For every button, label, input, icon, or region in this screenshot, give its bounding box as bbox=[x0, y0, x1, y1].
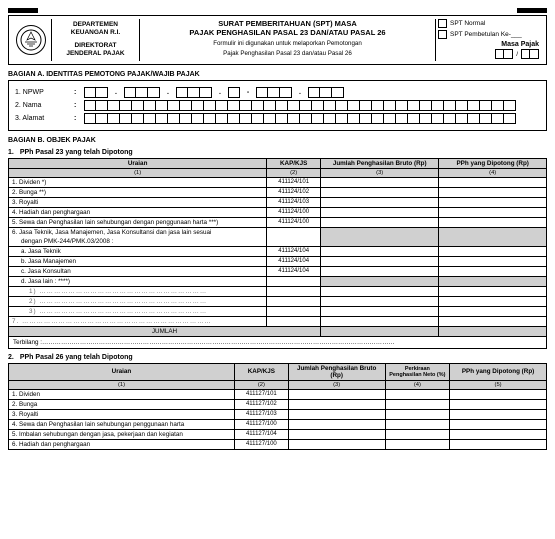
options-cell: SPT Normal SPT Pembetulan Ke-___ Masa Pa… bbox=[436, 19, 541, 61]
t1-c1: (1) bbox=[9, 168, 267, 177]
sub-b1-txt: PPh Pasal 23 yang telah Dipotong bbox=[20, 149, 133, 156]
npwp-g4[interactable] bbox=[228, 87, 240, 98]
npwp-g1[interactable] bbox=[84, 87, 108, 98]
colon: : bbox=[74, 89, 80, 96]
t1-c3: (3) bbox=[321, 168, 439, 177]
table-pph23: Uraian KAP/KJS Jumlah Penghasilan Bruto … bbox=[8, 158, 547, 337]
table-row: 2. Bunga **)411124/102 bbox=[9, 187, 547, 197]
table-row: 4. Hadiah dan penghargaan411124/100 bbox=[9, 207, 547, 217]
t1-h1: Uraian bbox=[9, 158, 267, 168]
nama-row: 2. Nama : bbox=[15, 100, 540, 111]
table-row: 5. Sewa dan Penghasilan lain sehubungan … bbox=[9, 217, 547, 227]
t1-h2: KAP/KJS bbox=[267, 158, 321, 168]
masa-year[interactable] bbox=[521, 49, 539, 59]
t1-c2: (2) bbox=[267, 168, 321, 177]
npwp-g2[interactable] bbox=[124, 87, 160, 98]
masa-boxes: / bbox=[438, 49, 539, 59]
t2-h2: KAP/KJS bbox=[234, 363, 288, 380]
t2-h1: Uraian bbox=[9, 363, 235, 380]
sub-b2: 2. PPh Pasal 26 yang telah Dipotong bbox=[8, 354, 547, 361]
terbilang[interactable]: Terbilang :……………………………………………………………………………… bbox=[8, 337, 547, 349]
section-b-title: BAGIAN B. OBJEK PAJAK bbox=[8, 137, 547, 144]
opt-normal-row: SPT Normal bbox=[438, 19, 539, 28]
section-a-title: BAGIAN A. IDENTITAS PEMOTONG PAJAK/WAJIB… bbox=[8, 71, 547, 78]
checkbox-normal[interactable] bbox=[438, 19, 447, 28]
table-row: 2) …………………………………………………………… bbox=[9, 296, 547, 306]
npwp-g6[interactable] bbox=[308, 87, 344, 98]
t1-h3: Jumlah Penghasilan Bruto (Rp) bbox=[321, 158, 439, 168]
t1-h4: PPh yang Dipotong (Rp) bbox=[439, 158, 547, 168]
npwp-row: 1. NPWP : . . . - . bbox=[15, 87, 540, 98]
opt-pembetulan-label: SPT Pembetulan Ke-___ bbox=[450, 31, 522, 38]
sub-b1-num: 1. bbox=[8, 149, 14, 156]
corner-bar-left bbox=[8, 8, 38, 13]
dept-line3: DIREKTORAT bbox=[56, 42, 135, 50]
table-row: 1. Dividen *)411124/101 bbox=[9, 177, 547, 187]
table-pph26: Uraian KAP/KJS Jumlah Penghasilan Bruto … bbox=[8, 363, 547, 450]
garuda-logo-icon bbox=[16, 25, 46, 55]
table-row: (1) (2) (3) (4) bbox=[9, 168, 547, 177]
jumlah-label: JUMLAH bbox=[9, 326, 321, 336]
table-row: 6. Jasa Teknik, Jasa Manajemen, Jasa Kon… bbox=[9, 227, 547, 237]
table-row: 5. Imbalan sehubungan dengan jasa, peker… bbox=[9, 429, 547, 439]
nama-cells[interactable] bbox=[84, 100, 516, 111]
sub-b2-num: 2. bbox=[8, 354, 14, 361]
t2-h3: Jumlah Penghasilan Bruto (Rp) bbox=[288, 363, 385, 380]
table-row: 7. …………………………………………………………………… bbox=[9, 316, 547, 326]
alamat-row: 3. Alamat : bbox=[15, 113, 540, 124]
table-row: c. Jasa Konsultan411124/104 bbox=[9, 266, 547, 276]
npwp-label: 1. NPWP bbox=[15, 89, 70, 96]
table-row: (1) (2) (3) (4) (5) bbox=[9, 380, 547, 389]
table-row: 4. Sewa dan Penghasilan lain sehubungan … bbox=[9, 419, 547, 429]
t2-h4: Perkiraan Penghasilan Neto (%) bbox=[385, 363, 450, 380]
nama-label: 2. Nama bbox=[15, 102, 70, 109]
table-row: Uraian KAP/KJS Jumlah Penghasilan Bruto … bbox=[9, 363, 547, 380]
opt-normal-label: SPT Normal bbox=[450, 20, 485, 27]
opt-pembetulan-row: SPT Pembetulan Ke-___ bbox=[438, 30, 539, 39]
table-row: 1. Dividen411127/101 bbox=[9, 389, 547, 399]
masa-pajak-label: Masa Pajak bbox=[438, 41, 539, 48]
table-row: 3) …………………………………………………………… bbox=[9, 306, 547, 316]
table-row: b. Jasa Manajemen411124/104 bbox=[9, 256, 547, 266]
corner-bars bbox=[8, 8, 547, 13]
masa-month[interactable] bbox=[495, 49, 513, 59]
dept-line1: DEPARTEMEN bbox=[56, 21, 135, 29]
title-cell: SURAT PEMBERITAHUAN (SPT) MASA PAJAK PEN… bbox=[140, 19, 436, 61]
table-row: 2. Bunga411127/102 bbox=[9, 399, 547, 409]
jumlah-row: JUMLAH bbox=[9, 326, 547, 336]
table-row: 1) …………………………………………………………… bbox=[9, 286, 547, 296]
t1-c4: (4) bbox=[439, 168, 547, 177]
sub-b1: 1. PPh Pasal 23 yang telah Dipotong bbox=[8, 149, 547, 156]
masa-slash: / bbox=[516, 51, 518, 58]
alamat-cells[interactable] bbox=[84, 113, 516, 124]
dept-line4: JENDERAL PAJAK bbox=[56, 50, 135, 58]
table-row: 3. Royalti411124/103 bbox=[9, 197, 547, 207]
t2-h5: PPh yang Dipotong (Rp) bbox=[450, 363, 547, 380]
table-row: d. Jasa lain : ****) bbox=[9, 276, 547, 286]
subtitle1: Formulir ini digunakan untuk melaporkan … bbox=[144, 40, 431, 47]
dept-line2: KEUANGAN R.I. bbox=[56, 29, 135, 37]
table-row: 3. Royalti411127/103 bbox=[9, 409, 547, 419]
sub-b2-txt: PPh Pasal 26 yang telah Dipotong bbox=[20, 354, 133, 361]
alamat-label: 3. Alamat bbox=[15, 115, 70, 122]
checkbox-pembetulan[interactable] bbox=[438, 30, 447, 39]
dept-cell: DEPARTEMEN KEUANGAN R.I. DIREKTORAT JEND… bbox=[52, 19, 140, 61]
corner-bar-right bbox=[517, 8, 547, 13]
title-line1: SURAT PEMBERITAHUAN (SPT) MASA bbox=[144, 19, 431, 28]
table-row: 6. Hadiah dan penghargaan411127/100 bbox=[9, 439, 547, 449]
title-line2: PAJAK PENGHASILAN PASAL 23 DAN/ATAU PASA… bbox=[144, 28, 431, 37]
npwp-g5[interactable] bbox=[256, 87, 292, 98]
table-row: a. Jasa Teknik411124/104 bbox=[9, 246, 547, 256]
section-a-box: 1. NPWP : . . . - . 2. Nama : 3. Alamat … bbox=[8, 80, 547, 131]
header-box: DEPARTEMEN KEUANGAN R.I. DIREKTORAT JEND… bbox=[8, 15, 547, 65]
npwp-g3[interactable] bbox=[176, 87, 212, 98]
subtitle2: Pajak Penghasilan Pasal 23 dan/atau Pasa… bbox=[144, 50, 431, 57]
table-row: Uraian KAP/KJS Jumlah Penghasilan Bruto … bbox=[9, 158, 547, 168]
logo-cell bbox=[14, 19, 52, 61]
